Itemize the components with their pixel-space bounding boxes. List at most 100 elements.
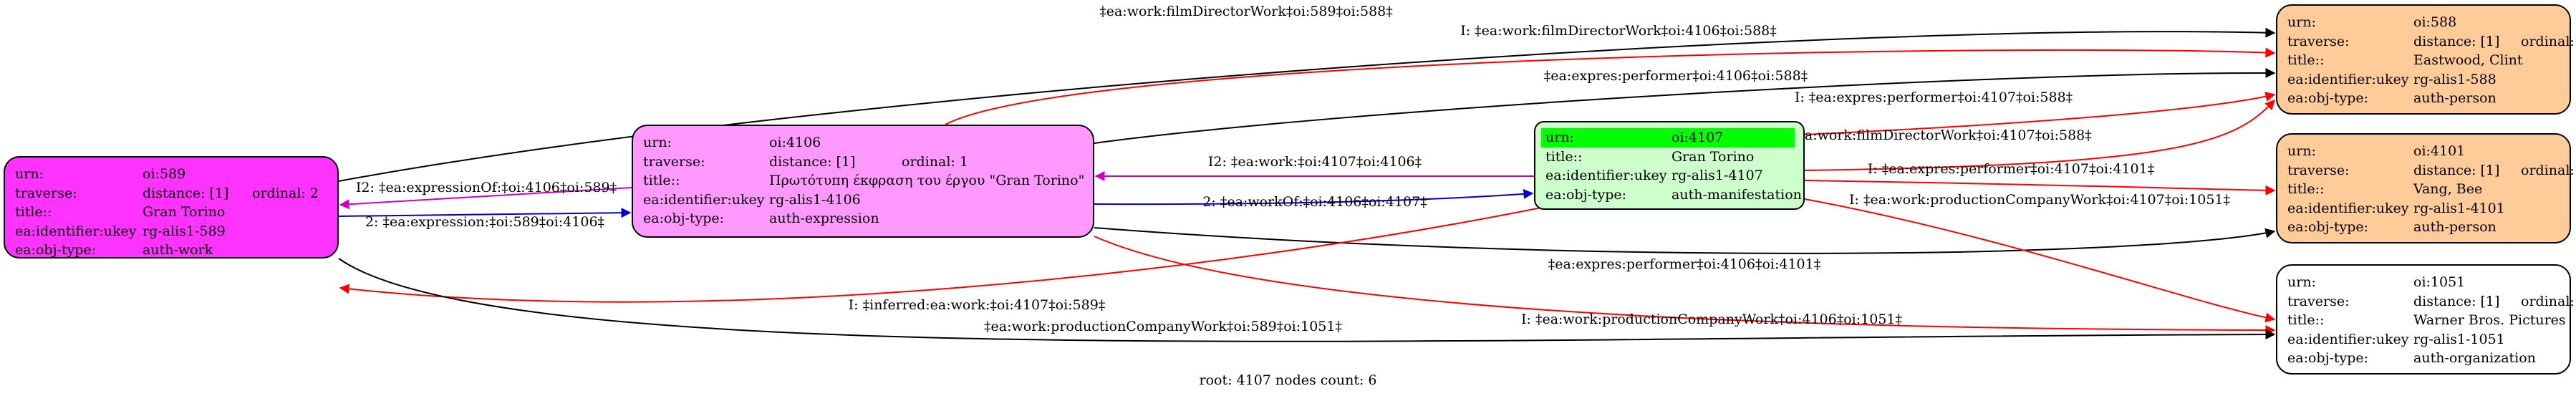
node-row: urn: oi:589 [15,165,337,184]
node-field-key: ea:obj-type: [1545,186,1627,203]
node-row: traverse: distance: [1] ordinal: 2 [15,184,337,203]
node-row: ea:obj-type: auth-person [2287,218,2570,237]
node-field-key: traverse: [643,153,705,170]
edge-arrow [1094,67,2276,144]
node-field-key: ea:identifier:ukey [643,191,765,208]
node-field-key: title:: [2287,312,2325,328]
node-field-value: rg-alis1-4107 [1671,168,1763,183]
node-field-key: traverse: [15,185,77,201]
node-field-key: ea:identifier:ukey [1545,168,1667,183]
node-row: urn: oi:588 [2287,13,2570,32]
edge-arrow [945,47,2276,125]
edge-arrow [1094,227,2276,254]
node-field-value: oi:589 [143,166,186,182]
node-field-key: ea:obj-type: [15,242,97,258]
edge-label: ‡ea:work:productionCompanyWork‡oi:589‡oi… [984,319,1342,334]
node-row: urn: oi:1051 [2287,273,2570,292]
node-row: ea:identifier:ukey rg-alis1-4101 [2287,199,2570,218]
node-field-key: ea:identifier:ukey [15,223,137,239]
node-row: ea:identifier:ukey rg-alis1-588 [2287,70,2570,90]
edge-label: I: ‡ea:expres:performer‡oi:4107‡oi:588‡ [1795,90,2073,105]
node-row: ea:obj-type: auth-work [15,241,337,260]
edge-label: ‡ea:work:filmDirectorWork‡oi:589‡oi:588‡ [1099,4,1393,19]
node-field-value: distance: [1] [2413,33,2500,49]
node-588[interactable]: urn: oi:588 traverse: distance: [1] ordinal:… [2276,4,2576,115]
edge-label: I2: ‡ea:expressionOf:‡oi:4106‡oi:589‡ [356,180,617,195]
node-field-value: oi:1051 [2413,274,2466,290]
node-row: ea:identifier:ukey rg-alis1-1051 [2287,330,2570,349]
node-field-value: distance: [1] [143,185,229,201]
node-field-key: ea:obj-type: [2287,219,2369,235]
node-row: urn: oi:4106 [643,133,1093,153]
node-row: ea:obj-type: auth-organization [2287,349,2570,368]
edge-label: I: ‡ea:work:productionCompanyWork‡oi:410… [1849,192,2230,208]
node-field-key: urn: [2287,14,2316,30]
node-row: ea:identifier:ukey rg-alis1-4106 [643,190,1093,210]
node-field-value: Gran Torino [1671,148,1755,165]
node-1051[interactable]: urn: oi:1051 traverse: distance: [1] ordinal… [2276,264,2576,375]
node-row: title:: Gran Torino [15,203,337,222]
node-field-value: auth-expression [769,211,879,226]
edge-label: I: ‡ea:work:filmDirectorWork‡oi:4106‡oi:… [1460,23,1777,39]
node-row: traverse: distance: [1] ordinal: 3 [2287,32,2576,52]
edge-label: I2: ‡ea:work:‡oi:4107‡oi:4106‡ [1208,154,1422,170]
node-field-key: title:: [15,204,52,220]
node-field-value: rg-alis1-588 [2413,71,2497,87]
node-field-key: title:: [2287,52,2325,68]
edge-arrow [338,258,2276,342]
node-field-value: Gran Torino [143,204,226,220]
edge-label: I: ‡inferred:ea:work:‡oi:4107‡oi:589‡ [849,297,1106,313]
node-row: traverse: distance: [1] ordinal: 4 [2287,161,2576,180]
edge-arrow [339,207,1542,303]
node-field-value: oi:588 [2413,14,2457,30]
edge-arrow [1094,236,2276,335]
edge-arrow [338,208,632,218]
node-field-key: urn: [643,135,672,150]
node-field-ordinal: ordinal: 5 [2521,293,2576,309]
node-field-value: oi:4101 [2413,143,2466,159]
node-row: title:: Gran Torino [1545,148,1803,167]
node-field-key: traverse: [2287,33,2350,49]
node-589[interactable]: urn: oi:589 traverse: distance: [1] ordinal:… [4,156,339,259]
node-field-value: oi:4106 [769,135,821,150]
node-row: traverse: distance: [1] ordinal: 5 [2287,292,2576,312]
node-field-value: Πρωτότυπη έκφραση του έργου "Gran Torino… [769,173,1085,188]
edge-label: ‡ea:expres:performer‡oi:4106‡oi:4101‡ [1548,256,1821,272]
node-field-key: ea:obj-type: [643,211,725,226]
node-row: ea:obj-type: auth-expression [643,209,1093,228]
edge-arrow [338,27,2276,182]
node-field-value: distance: [1] [2413,293,2500,309]
node-field-key: urn: [2287,274,2316,290]
node-row: ea:identifier:ukey rg-alis1-4107 [1545,166,1803,185]
node-4101[interactable]: urn: oi:4101 traverse: distance: [1] ordinal… [2276,133,2576,243]
node-field-ordinal: ordinal: 3 [2521,33,2576,49]
node-field-key: ea:obj-type: [2287,350,2369,366]
node-field-value: rg-alis1-589 [143,223,226,239]
node-4106[interactable]: urn: oi:4106 traverse: distance: [1] ordinal… [632,125,1094,238]
node-field-value: rg-alis1-4101 [2413,200,2505,216]
node-field-key: traverse: [2287,293,2350,309]
edge-label: 2: ‡ea:expression:‡oi:589‡oi:4106‡ [365,214,604,230]
node-row: ea:obj-type: auth-manifestation [1545,185,1803,205]
node-field-value: distance: [1] [769,153,856,170]
edge-arrow [1804,198,2276,323]
node-field-key: urn: [1545,130,1574,145]
node-field-value: Warner Bros. Pictures [2413,312,2566,328]
node-field-value: oi:4107 [1671,130,1724,145]
node-4107[interactable]: urn: oi:4107 title:: Gran Torino ea:identifi… [1534,121,1805,210]
node-field-value: auth-organization [2413,350,2536,366]
edge-label: 2: ‡ea:workOf:‡oi:4106‡oi:4107‡ [1202,194,1427,210]
node-field-value: auth-person [2413,219,2497,235]
node-field-value: auth-manifestation [1671,186,1802,203]
node-field-key: ea:identifier:ukey [2287,200,2409,216]
edge-label: I: ‡ea:work:filmDirectorWork‡oi:4107‡oi:… [1775,127,2092,143]
node-row: ea:identifier:ukey rg-alis1-589 [15,222,337,241]
edge-arrow [1804,180,2276,195]
node-row: urn: oi:4101 [2287,142,2570,161]
node-field-key: title:: [1545,148,1583,165]
node-field-key: urn: [2287,143,2316,159]
node-field-value: distance: [1] [2413,162,2500,178]
node-field-key: title:: [2287,181,2325,197]
node-row: ea:obj-type: auth-person [2287,89,2570,108]
